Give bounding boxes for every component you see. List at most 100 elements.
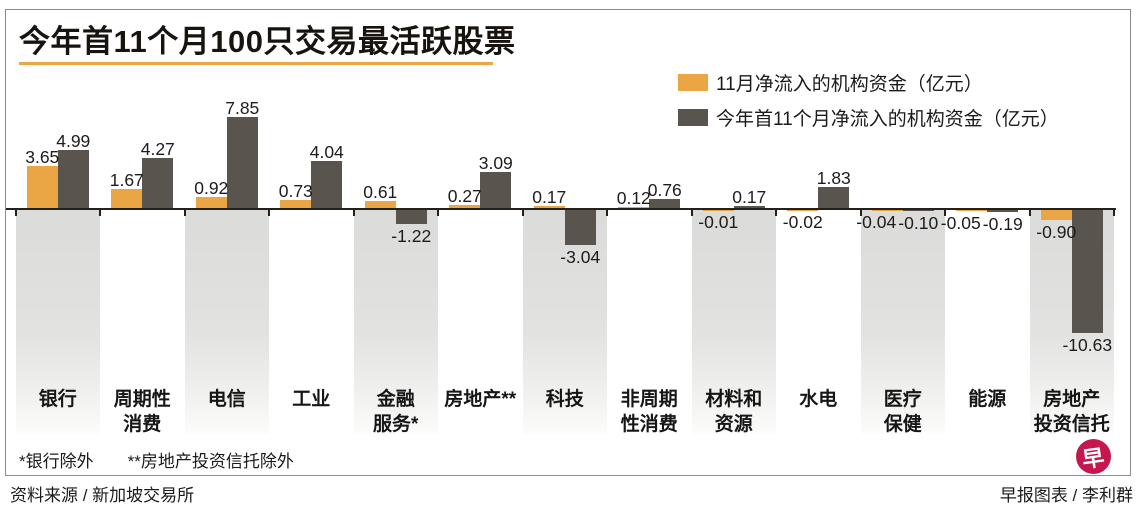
value-label: -0.19 <box>982 214 1023 235</box>
chart-legend: 11月净流入的机构资金（亿元） 今年首11个月净流入的机构资金（亿元） <box>678 69 1059 139</box>
value-label: -0.02 <box>782 212 823 233</box>
legend-item-1: 今年首11个月净流入的机构资金（亿元） <box>678 104 1059 131</box>
category-label-能源: 能源 <box>968 389 1007 410</box>
column-band-科技 <box>522 210 607 434</box>
bar-november-材料和资源 <box>702 210 734 211</box>
axis-tick <box>775 210 777 216</box>
value-label: -0.04 <box>856 212 897 233</box>
bar-november-科技 <box>533 206 565 208</box>
value-label: -1.22 <box>391 226 432 247</box>
axis-tick <box>521 210 524 216</box>
axis-tick <box>690 210 693 216</box>
value-label: 3.09 <box>478 153 513 174</box>
value-label: 0.73 <box>278 180 313 201</box>
value-label: 4.27 <box>140 139 175 160</box>
category-label-金融服务*: 金融 服务* <box>373 389 419 435</box>
value-label: 0.92 <box>194 178 229 199</box>
bar-ytd-房地产投资信托 <box>1071 210 1103 334</box>
value-label: -3.04 <box>560 247 601 268</box>
legend-label: 今年首11个月净流入的机构资金（亿元） <box>716 109 1059 130</box>
chart-frame: 今年首11个月100只交易最活跃股票 11月净流入的机构资金（亿元） 今年首11个… <box>5 9 1131 476</box>
bar-november-房地产** <box>449 204 481 208</box>
bar-november-电信 <box>195 197 227 208</box>
value-label: 0.27 <box>447 185 482 206</box>
column-band-医疗保健 <box>860 210 945 434</box>
value-label: -0.90 <box>1036 222 1077 243</box>
chart-title: 今年首11个月100只交易最活跃股票 <box>19 24 516 59</box>
category-label-水电: 水电 <box>799 389 838 410</box>
bar-ytd-能源 <box>987 210 1019 213</box>
bar-november-医疗保健 <box>871 210 903 211</box>
category-label-非周期性消费: 非周期 性消费 <box>620 389 678 435</box>
value-label: 0.17 <box>732 187 767 208</box>
plot-area: 3.65 4.99 1.67 4.27 0.92 7.85 0.73 4.04 0.61 -1.2… <box>6 10 1130 475</box>
bar-ytd-科技 <box>564 210 596 246</box>
x-axis-line <box>6 208 1116 210</box>
zaobao-logo-icon: 早 <box>1076 439 1111 474</box>
legend-swatch-icon <box>678 74 708 91</box>
legend-item-0: 11月净流入的机构资金（亿元） <box>678 69 1059 96</box>
axis-tick <box>606 210 608 216</box>
bar-ytd-材料和资源 <box>733 206 765 208</box>
category-label-材料和资源: 材料和 资源 <box>705 389 763 435</box>
footnote-banks: *银行除外 <box>19 452 94 471</box>
footnote-reits: **房地产投资信托除外 <box>127 452 294 471</box>
bar-november-能源 <box>956 210 988 211</box>
bar-november-工业 <box>280 199 312 208</box>
axis-tick <box>14 210 17 216</box>
axis-tick <box>437 210 439 216</box>
value-label: 0.61 <box>363 181 398 202</box>
bar-ytd-水电 <box>818 186 850 208</box>
value-label: 0.12 <box>616 187 651 208</box>
bar-ytd-工业 <box>311 161 343 208</box>
bar-november-非周期性消费 <box>618 206 650 208</box>
axis-tick <box>268 210 270 216</box>
bar-ytd-银行 <box>57 150 89 208</box>
category-label-工业: 工业 <box>292 389 331 410</box>
axis-tick <box>352 210 355 216</box>
footnotes: *银行除外 **房地产投资信托除外 <box>19 447 328 472</box>
value-label: 0.76 <box>647 180 682 201</box>
credit-line: 早报图表 / 李利群 <box>999 486 1133 505</box>
bar-november-金融服务* <box>364 200 396 208</box>
bar-ytd-电信 <box>226 116 258 208</box>
category-label-周期性消费: 周期性 消费 <box>113 389 171 435</box>
value-label: 1.67 <box>109 169 144 190</box>
value-label: -10.63 <box>1062 335 1113 356</box>
title-underline <box>19 62 493 65</box>
bar-ytd-医疗保健 <box>902 210 934 212</box>
bar-ytd-非周期性消费 <box>649 199 681 208</box>
value-label: 1.83 <box>816 167 851 188</box>
column-band-金融服务* <box>353 210 438 434</box>
value-label: 4.99 <box>56 131 91 152</box>
value-label: -0.01 <box>698 212 739 233</box>
category-label-科技: 科技 <box>545 389 584 410</box>
value-label: 7.85 <box>225 97 260 118</box>
bar-ytd-金融服务* <box>395 210 427 225</box>
bar-ytd-周期性消费 <box>142 158 174 208</box>
column-band-电信 <box>184 210 269 434</box>
value-label: 4.04 <box>309 142 344 163</box>
bar-november-房地产投资信托 <box>1040 210 1072 221</box>
bar-november-银行 <box>26 165 58 208</box>
axis-tick <box>1028 210 1031 216</box>
axis-tick <box>183 210 186 216</box>
category-label-房地产投资信托: 房地产 投资信托 <box>1033 389 1110 435</box>
category-label-电信: 电信 <box>207 389 246 410</box>
legend-label: 11月净流入的机构资金（亿元） <box>716 74 983 95</box>
category-label-房地产**: 房地产** <box>444 389 517 410</box>
category-label-医疗保健: 医疗 保健 <box>883 389 922 435</box>
bar-ytd-房地产** <box>480 172 512 208</box>
bar-november-周期性消费 <box>111 188 143 208</box>
value-label: 3.65 <box>25 146 60 167</box>
bar-november-水电 <box>787 210 819 211</box>
column-band-银行 <box>15 210 100 434</box>
axis-tick <box>859 210 862 216</box>
source-line: 资料来源 / 新加坡交易所 <box>10 486 195 505</box>
axis-tick <box>1113 210 1115 216</box>
axis-tick <box>944 210 946 216</box>
value-label: 0.17 <box>532 187 567 208</box>
value-label: -0.05 <box>940 212 981 233</box>
category-label-银行: 银行 <box>38 389 77 410</box>
